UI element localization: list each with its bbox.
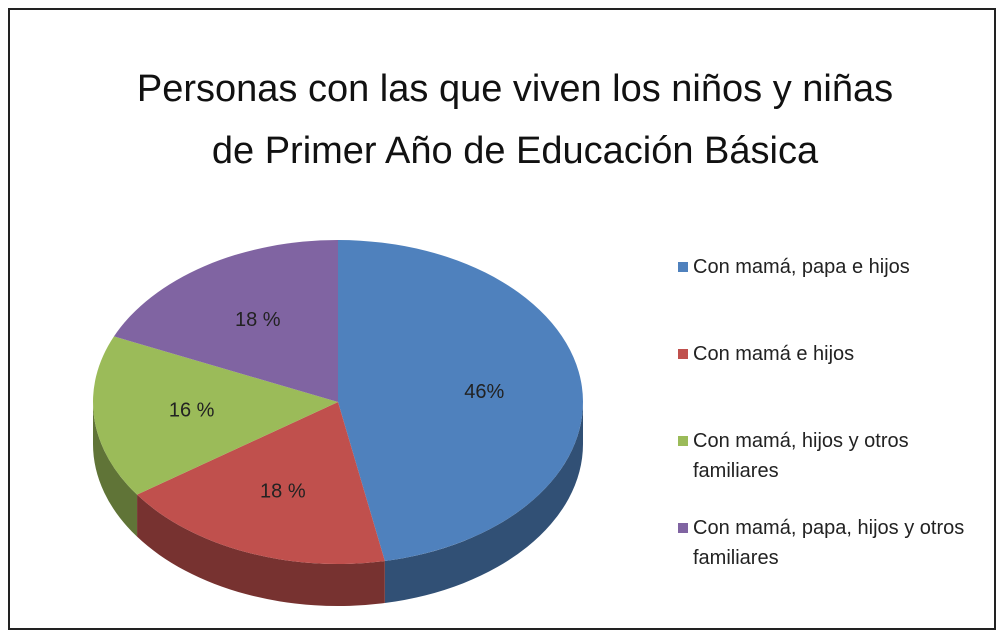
data-label: 16 % — [169, 400, 215, 422]
data-label: 46% — [464, 381, 504, 403]
legend-swatch — [678, 349, 688, 359]
chart: 46% 18 % 16 % 18 % — [93, 240, 583, 606]
pie-slice — [137, 402, 385, 564]
legend-item: Con mamá, papa e hijos — [678, 252, 998, 282]
legend-label: Con mamá, hijos y otros familiares — [693, 430, 909, 482]
legend-label: Con mamá, papa e hijos — [693, 256, 910, 278]
pie-slice — [338, 240, 583, 562]
data-label: 18 % — [235, 309, 281, 331]
pie-slice — [93, 336, 338, 495]
legend-swatch — [678, 436, 688, 446]
pie-slice — [113, 240, 339, 402]
legend-item: Con mamá, hijos y otros familiares — [678, 426, 998, 486]
legend-swatch — [678, 523, 688, 533]
legend-item: Con mamá e hijos — [678, 339, 998, 369]
legend-label: Con mamá, papa, hijos y otros familiares — [693, 517, 965, 569]
data-label: 18 % — [260, 480, 306, 502]
legend-swatch — [678, 262, 688, 272]
chart-frame: 46% 18 % 16 % 18 % Personas con las que viv… — [8, 8, 996, 630]
legend-item: Con mamá, papa, hijos y otros familiares — [678, 513, 998, 573]
pie-slice-side — [137, 494, 385, 606]
pie-slice-side — [93, 402, 138, 537]
pie-slice-side — [384, 402, 583, 604]
chart-title: Personas con las que viven los niños y n… — [136, 68, 894, 172]
legend-label: Con mamá e hijos — [693, 343, 855, 365]
